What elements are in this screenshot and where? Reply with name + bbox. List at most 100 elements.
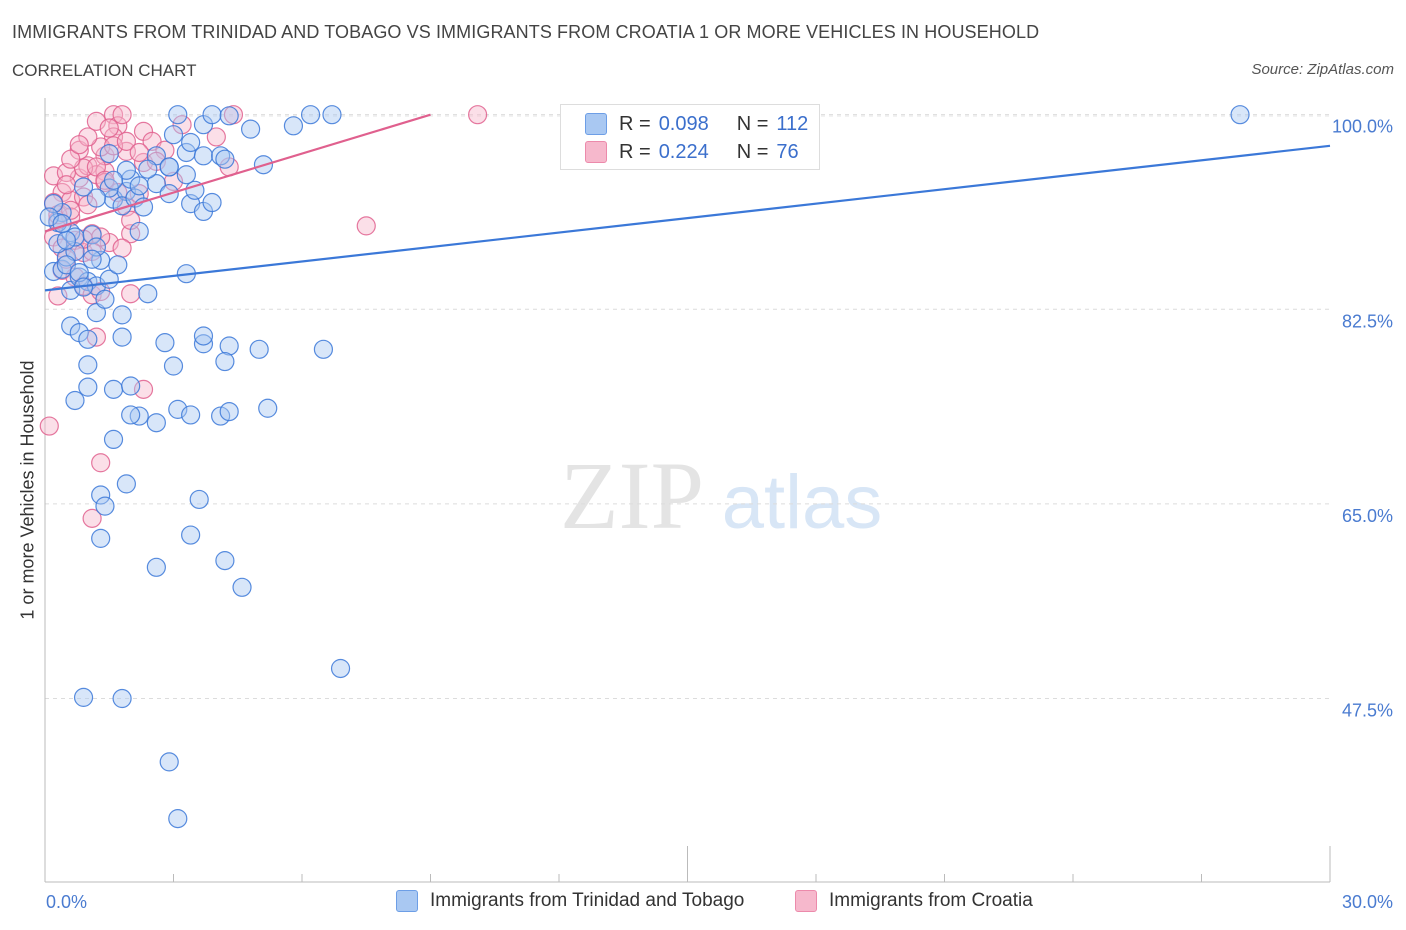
data-point: [356, 216, 376, 236]
data-point: [193, 146, 214, 166]
legend-row-croatia: R = 0.224 N = 76: [585, 139, 799, 165]
data-point: [82, 225, 102, 245]
data-point: [86, 157, 107, 177]
chart-title: IMMIGRANTS FROM TRINIDAD AND TOBAGO VS I…: [12, 22, 1040, 42]
data-point: [181, 132, 201, 153]
data-point: [95, 496, 115, 516]
data-point: [202, 105, 222, 125]
data-point: [468, 105, 488, 125]
data-point: [56, 175, 77, 195]
watermark: ZIP atlas: [560, 442, 882, 549]
data-point: [129, 176, 149, 196]
data-point: [78, 355, 98, 375]
data-point: [129, 221, 149, 242]
data-point: [249, 339, 269, 359]
data-point: [202, 192, 222, 213]
bottom-legend: Immigrants from Trinidad and Tobago Immi…: [0, 888, 1406, 916]
data-point: [56, 230, 77, 250]
legend-n-value: 76: [776, 140, 799, 163]
data-point: [39, 416, 59, 436]
data-point: [82, 249, 102, 269]
trend-line-trinidad: [44, 144, 1331, 292]
data-point: [146, 146, 166, 166]
data-point: [91, 453, 111, 473]
legend-r-value: 0.224: [658, 140, 709, 163]
data-point: [138, 284, 158, 304]
data-point: [163, 356, 184, 376]
watermark-zip: ZIP: [560, 442, 704, 549]
trend-line-croatia: [44, 113, 431, 233]
data-point: [146, 413, 166, 433]
data-point: [61, 149, 81, 169]
data-point: [168, 105, 188, 125]
correlation-legend: R = 0.098 N = 112 R = 0.224 N = 76: [560, 104, 820, 170]
data-point: [112, 238, 132, 258]
data-point: [219, 106, 239, 126]
data-point: [215, 351, 235, 372]
data-point: [241, 119, 261, 139]
data-point: [103, 170, 124, 190]
data-point: [155, 333, 175, 353]
data-point: [99, 144, 119, 164]
data-point: [159, 157, 179, 177]
data-point: [138, 159, 158, 179]
data-point: [116, 131, 136, 151]
data-point: [121, 376, 141, 396]
data-point: [73, 177, 94, 197]
data-point: [91, 485, 111, 505]
data-point: [112, 305, 132, 325]
data-point: [146, 557, 166, 577]
x-tick-label: 0.0%: [46, 892, 87, 912]
data-point: [258, 398, 278, 418]
data-point: [112, 105, 132, 125]
bottom-legend-item-trinidad[interactable]: Immigrants from Trinidad and Tobago: [396, 890, 744, 912]
tick-labels: 100.0% 82.5% 65.0% 47.5% 0.0% 30.0%: [46, 117, 1393, 912]
bottom-legend-label-croatia: Immigrants from Croatia: [829, 890, 1033, 911]
data-point: [103, 379, 124, 399]
data-point: [322, 105, 342, 125]
data-point: [95, 289, 115, 309]
watermark-atlas: atlas: [722, 460, 883, 545]
data-point: [206, 127, 226, 147]
data-point: [283, 116, 304, 136]
trend-lines: [44, 113, 1331, 292]
data-point: [163, 125, 184, 145]
x-tick-label: 30.0%: [1342, 892, 1393, 912]
data-point: [215, 149, 235, 169]
bottom-legend-label-trinidad: Immigrants from Trinidad and Tobago: [430, 890, 745, 911]
data-point: [116, 160, 136, 180]
data-point: [129, 142, 149, 163]
data-point: [108, 255, 128, 275]
data-point: [86, 188, 107, 208]
data-point: [112, 327, 132, 347]
data-point: [219, 336, 239, 356]
data-point: [99, 118, 119, 138]
data-point: [189, 489, 209, 510]
bottom-legend-item-croatia[interactable]: Immigrants from Croatia: [795, 890, 1033, 912]
data-point: [121, 405, 141, 425]
y-tick-label: 100.0%: [1332, 117, 1393, 137]
data-point: [219, 402, 239, 422]
legend-n-label: N =: [736, 112, 769, 135]
data-point: [181, 525, 201, 545]
data-point: [112, 688, 132, 709]
data-point: [176, 165, 196, 185]
data-point: [1230, 105, 1250, 125]
data-point: [82, 508, 102, 528]
series-trinidad-points: [39, 105, 1250, 829]
y-tick-label: 82.5%: [1342, 311, 1393, 331]
legend-r-label: R =: [619, 140, 651, 163]
data-point: [193, 326, 214, 346]
legend-r-value: 0.098: [658, 112, 709, 135]
data-point: [69, 262, 89, 283]
chart-subtitle: CORRELATION CHART: [12, 61, 197, 80]
data-point: [86, 303, 107, 323]
data-point: [193, 334, 214, 354]
data-point: [313, 339, 334, 359]
data-point: [211, 406, 231, 426]
data-point: [86, 237, 107, 257]
data-point: [78, 329, 98, 349]
data-point: [330, 658, 351, 679]
data-point: [159, 752, 179, 772]
y-tick-label: 47.5%: [1342, 701, 1393, 721]
